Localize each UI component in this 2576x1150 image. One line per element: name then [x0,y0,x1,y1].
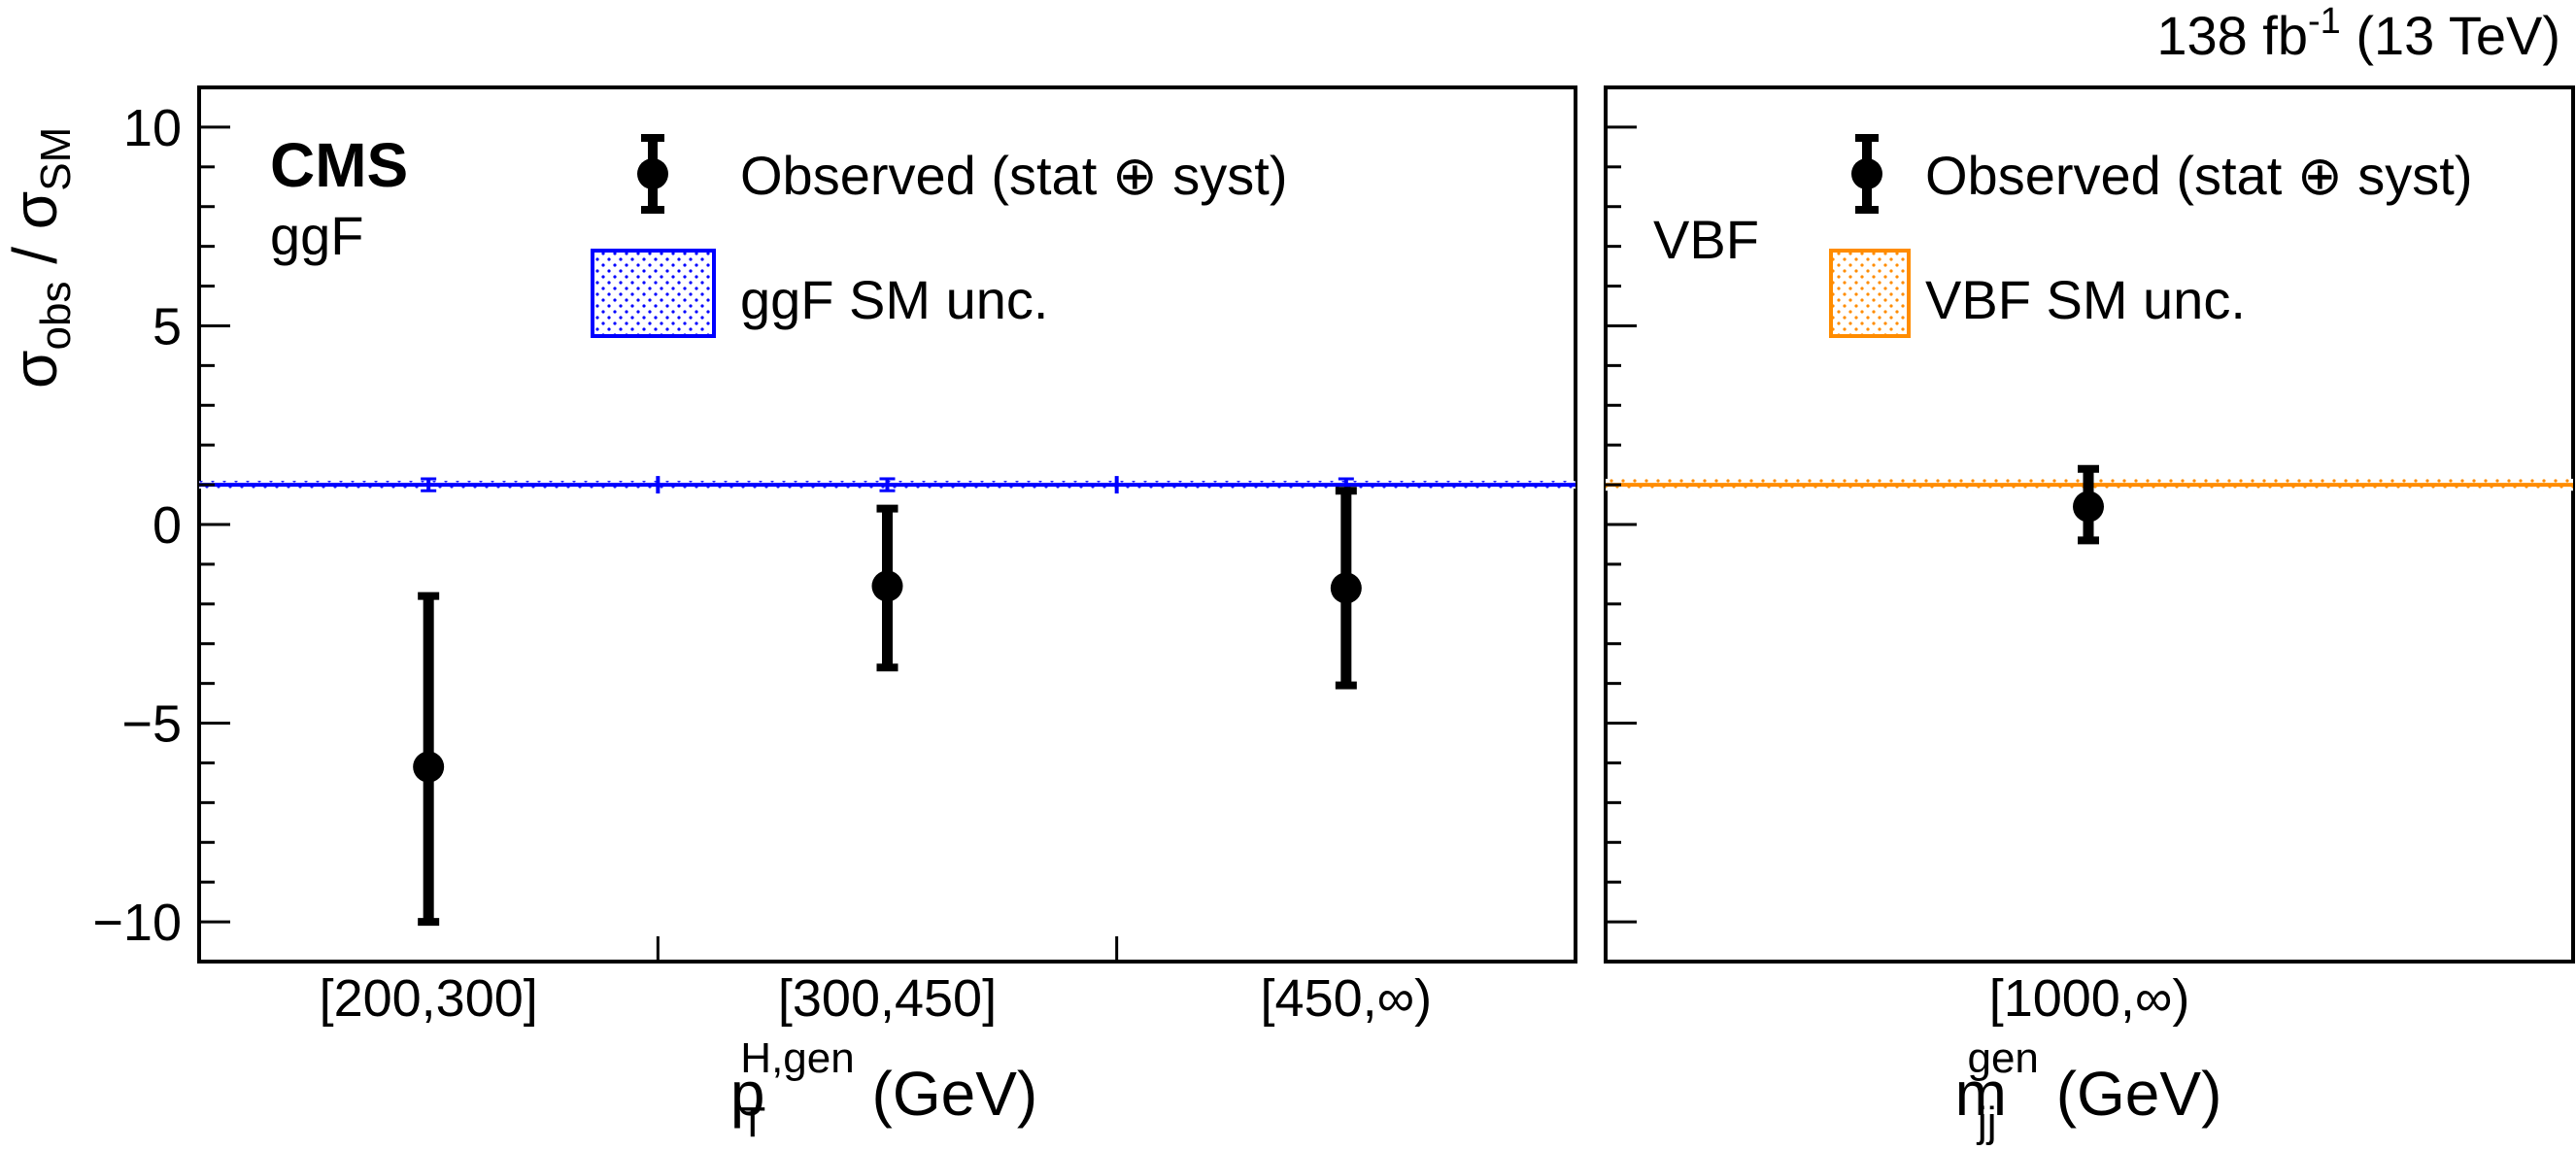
ylabel-sigma-sm: σ [0,191,70,230]
vbf-process-label: VBF [1653,209,1759,270]
x-category-label: [300,450] [778,969,997,1028]
ggf-legend-sm-label: ggF SM unc. [740,269,1048,330]
y-tick-label: 0 [153,496,182,555]
vbf-x-axis-title: mjj gen (GeV) [1955,1034,2222,1146]
vbf-y-axis [1606,85,1637,964]
ggf-legend-observed-label: Observed (stat ⊕ syst) [740,145,1288,206]
vbf-xlabel-units: (GeV) [2039,1059,2221,1129]
ggf-x-axis: [200,300] [300,450] [450,∞) [320,476,1433,1028]
cms-label: CMS [270,130,408,200]
lumi-rest: (13 TeV) [2341,5,2560,66]
vbf-legend-sm-label: VBF SM unc. [1925,269,2246,330]
ggf-observed-points [413,477,1362,927]
ggf-xlabel-main: p [730,1059,765,1129]
y-tick-label: −10 [92,894,182,952]
vbf-legend-sm-swatch [1829,249,1911,338]
vbf-xlabel-sup: gen [1967,1034,2038,1082]
ggf-legend-sm-swatch [591,249,716,338]
ggf-xlabel-units: (GeV) [855,1059,1037,1129]
y-tick-label: 5 [153,297,182,355]
ggf-legend: Observed (stat ⊕ syst) ggF SM unc. [591,134,1288,338]
vbf-observed-point [2073,490,2104,523]
x-category-label: [200,300] [320,969,538,1028]
ylabel-sub-obs: obs [32,282,80,351]
ggf-observed-point [871,570,903,602]
vbf-xlabel-main: m [1955,1059,2007,1129]
x-category-label: [1000,∞) [1989,969,2190,1028]
lumi-sup: -1 [2308,1,2341,42]
panel-vbf: [1000,∞) VBF Observed (stat ⊕ syst) VBF … [1604,85,2575,1146]
lumi-main: 138 fb [2156,5,2308,66]
y-tick-label: 10 [123,99,182,157]
vbf-legend-observed-marker [1851,134,1882,214]
ggf-xlabel-sup: H,gen [740,1034,854,1082]
vbf-legend-observed-label: Observed (stat ⊕ syst) [1925,145,2473,206]
ggf-process-label: ggF [270,205,364,266]
ggf-y-axis: −10 −5 0 5 10 [92,85,230,964]
y-tick-label: −5 [121,695,182,754]
ggf-observed-point [1330,572,1362,604]
ggf-xlabel-sub: T [739,1099,765,1146]
ylabel-sep: / [0,229,70,281]
vbf-observed-points: [1000,∞) [1989,464,2190,1028]
vbf-xlabel-sub: jj [1976,1099,1997,1146]
vbf-legend: Observed (stat ⊕ syst) VBF SM unc. [1829,134,2473,338]
ggf-observed-point [413,751,445,783]
y-axis-label: σobs / σSM [0,127,80,389]
ggf-legend-observed-marker [637,134,668,214]
lumi-label: 138 fb-1 (13 TeV) [2156,1,2560,66]
ylabel-sub-sm: SM [32,127,80,191]
ylabel-sigma-obs: σ [0,351,70,389]
ggf-x-axis-title: pT H,gen (GeV) [730,1034,1037,1146]
x-category-label: [450,∞) [1261,969,1433,1028]
